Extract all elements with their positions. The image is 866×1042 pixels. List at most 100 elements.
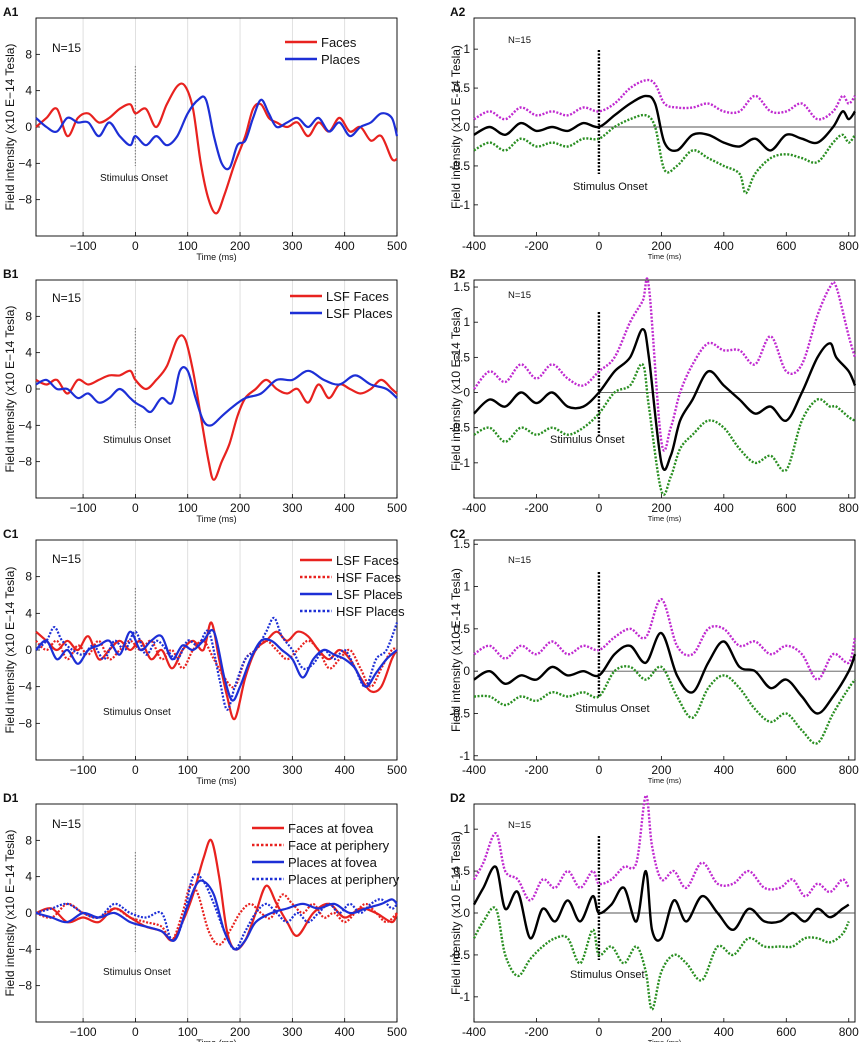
y-tick-label: 0 [25,382,32,396]
legend-label: LSF Faces [326,289,389,304]
x-tick-label: 200 [230,763,250,777]
x-tick-label: 0 [132,1025,139,1039]
panel-label: D1 [3,791,19,805]
stimulus-onset-label: Stimulus Onset [103,435,171,446]
x-tick-label: -400 [462,763,486,777]
y-tick-label: 1 [463,822,470,836]
x-tick-label: 0 [132,763,139,777]
y-tick-label: -0.5 [449,706,470,720]
x-tick-label: 200 [230,501,250,515]
x-tick-label: 400 [335,763,355,777]
n-label: N=15 [52,817,81,831]
axes-box [473,279,856,499]
series-line [472,906,850,1011]
x-tick-label: 400 [335,1025,355,1039]
panel-c1: C1 −100 0 100 200 300 400 500 −8 −4 0 4 8 Time (ms) Fi… [3,527,407,786]
stimulus-onset-label: Stimulus Onset [570,969,645,981]
x-tick-label: 400 [335,239,355,253]
panel-label: C2 [450,527,466,541]
legend-label: Faces at fovea [288,821,374,836]
x-tick-label: −100 [70,239,97,253]
y-axis-label: Field intensity (x10 E−14 Tesla) [3,830,17,997]
y-tick-label: 8 [25,309,32,323]
x-tick-label: 400 [335,501,355,515]
x-tick-label: -200 [524,763,548,777]
panel-c2: C2 -400 -200 0 200 400 600 800 -1 -0.5 0 0.5 1 1.5 Tim… [449,527,859,785]
x-tick-label: 0 [596,501,603,515]
legend-label: Places [321,52,361,67]
series-line [473,78,856,121]
x-tick-label: 200 [651,239,671,253]
x-tick-label: 400 [714,1025,734,1039]
y-tick-label: 1.5 [453,537,470,551]
y-tick-label: -1 [459,749,470,763]
y-axis-label: Field intensity (x10 E−14 Tesla) [3,44,17,211]
x-tick-label: 200 [651,1025,671,1039]
y-tick-label: 0 [463,664,470,678]
x-tick-label: 500 [387,1025,407,1039]
y-tick-label: -0.5 [449,948,470,962]
x-tick-label: 200 [651,763,671,777]
stimulus-onset-label: Stimulus Onset [550,434,625,446]
x-tick-label: 0 [132,239,139,253]
y-tick-label: 8 [25,570,32,584]
y-tick-label: −4 [18,156,32,170]
x-axis-label: Time (ms) [196,514,236,524]
y-tick-label: 0.5 [453,622,470,636]
panel-label: A2 [450,5,466,19]
y-tick-label: 1 [463,315,470,329]
y-axis-label: Field intensity (x10 E-14 Tesla) [449,307,463,471]
series-line [35,95,399,171]
y-tick-label: 0.5 [453,81,470,95]
stimulus-onset-label: Stimulus Onset [103,707,171,718]
y-tick-label: -1 [459,990,470,1004]
x-axis-label: Time (ms) [196,776,236,786]
legend-label: LSF Places [326,306,393,321]
panel-a2: A2 -400 -200 0 200 400 600 800 -1 -0.5 0 0.5 1 Time (… [449,5,859,261]
panel-label: C1 [3,527,19,541]
series-line [35,82,398,215]
panel-b1: B1 −100 0 100 200 300 400 500 −8 −4 0 4 8 Time (ms) Fi… [3,267,407,524]
series-line [473,597,857,681]
y-tick-label: 4 [25,84,32,98]
x-tick-label: 0 [596,239,603,253]
y-tick-label: -1 [459,198,470,212]
x-tick-label: 100 [178,763,198,777]
y-tick-label: 4 [25,870,32,884]
y-axis-label: Field intensity (x10 E-14 Tesla) [449,568,463,732]
series-line [35,883,398,946]
legend-label: Face at periphery [288,838,390,853]
y-tick-label: −8 [18,193,32,207]
legend-label: Places at periphery [288,872,400,887]
x-tick-label: 300 [282,239,302,253]
y-tick-label: -0.5 [449,421,470,435]
y-axis-label: Field intensity (x10 E−14 Tesla) [3,306,17,473]
y-tick-label: −8 [18,455,32,469]
series-line [35,629,398,702]
x-tick-label: 800 [839,501,859,515]
x-tick-label: 600 [776,239,796,253]
legend-label: LSF Places [336,587,403,602]
x-axis-label: Time (ms) [648,1038,682,1042]
y-tick-label: 0 [25,643,32,657]
x-tick-label: −100 [70,1025,97,1039]
series-line [35,334,398,481]
legend-label: Places at fovea [288,855,378,870]
y-tick-label: 0 [25,906,32,920]
series-line [473,665,856,745]
legend-label: HSF Faces [336,570,402,585]
x-tick-label: 800 [839,239,859,253]
x-axis-label: Time (ms) [648,776,682,785]
x-tick-label: 500 [387,763,407,777]
panel-d1: D1 −100 0 100 200 300 400 500 −8 −4 0 4 8 Time (ms) Fi… [3,791,407,1042]
series-line [473,362,856,496]
panel-label: B1 [3,267,19,281]
x-tick-label: 0 [132,501,139,515]
x-tick-label: −100 [70,763,97,777]
legend-label: LSF Faces [336,553,399,568]
x-tick-label: 800 [839,763,859,777]
series-line [473,328,857,471]
n-label: N=15 [508,555,531,566]
x-tick-label: -400 [462,1025,486,1039]
